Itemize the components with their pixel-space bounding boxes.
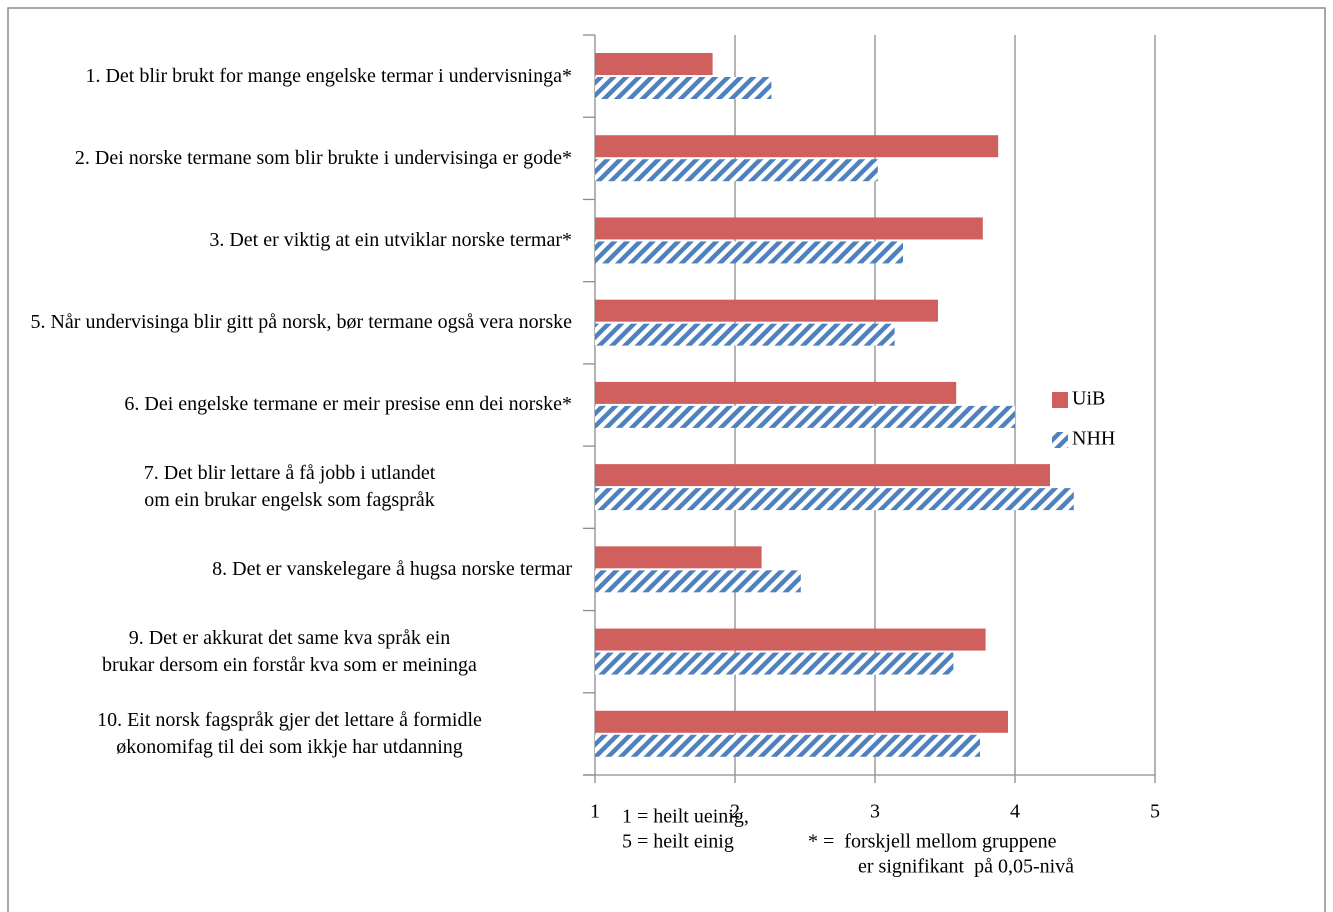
category-label: 9. Det er akkurat det same kva språk ein…	[102, 626, 477, 676]
bar	[595, 405, 1015, 428]
category-label-box: 9. Det er akkurat det same kva språk ein…	[7, 611, 572, 693]
bar	[595, 77, 772, 99]
bar	[595, 734, 980, 757]
frame	[7, 7, 1326, 912]
category-label-box: 5. Når undervisinga blir gitt på norsk, …	[30, 282, 572, 364]
category-label-box: 6. Dei engelske termane er meir presise …	[124, 364, 572, 446]
bar	[595, 710, 1008, 733]
x-tick-label: 2	[730, 801, 740, 823]
legend-label: UiB	[1072, 388, 1105, 410]
bar	[595, 135, 999, 158]
category-label: 5. Når undervisinga blir gitt på norsk, …	[30, 311, 572, 334]
category-label-box: 7. Det blir lettare å få jobb i utlandet…	[7, 446, 572, 528]
bar	[595, 570, 801, 593]
category-label: 7. Det blir lettare å få jobb i utlandet…	[143, 462, 436, 512]
annotation: 1 = heilt ueinig,	[622, 806, 749, 828]
category-label: 8. Det er vanskelegare å hugsa norske te…	[212, 557, 572, 580]
annotation: 5 = heilt einig	[622, 831, 734, 853]
x-tick-label: 5	[1150, 801, 1160, 823]
category-label: 2. Dei norske termane som blir brukte i …	[74, 146, 572, 169]
x-tick-label: 3	[870, 801, 880, 823]
bar	[595, 381, 957, 404]
category-label: 6. Dei engelske termane er meir presise …	[124, 393, 572, 416]
category-label: 3. Det er viktig at ein utviklar norske …	[209, 228, 572, 251]
x-tick-label: 1	[590, 801, 600, 823]
category-label: 10. Eit norsk fagspråk gjer det lettare …	[97, 708, 482, 758]
bar	[595, 464, 1050, 487]
bar	[595, 652, 954, 675]
x-tick-label: 4	[1010, 801, 1020, 823]
annotation: er signifikant på 0,05-nivå	[858, 856, 1074, 878]
category-label-box: 2. Dei norske termane som blir brukte i …	[75, 117, 572, 199]
bar	[595, 488, 1074, 511]
category-label-box: 1. Det blir brukt for mange engelske ter…	[85, 35, 572, 117]
bar	[595, 546, 762, 569]
bar	[595, 217, 983, 240]
category-label-box: 10. Eit norsk fagspråk gjer det lettare …	[7, 693, 572, 775]
bar	[595, 159, 878, 182]
bar	[595, 323, 895, 346]
legend-label: NHH	[1072, 428, 1115, 450]
category-label-box: 8. Det er vanskelegare å hugsa norske te…	[212, 528, 572, 610]
category-label: 1. Det blir brukt for mange engelske ter…	[85, 64, 572, 87]
legend-swatch	[1052, 392, 1068, 408]
bar	[595, 241, 903, 264]
annotation: * = forskjell mellom gruppene	[808, 831, 1057, 853]
bar	[595, 53, 713, 75]
bar	[595, 628, 986, 651]
bar	[595, 299, 938, 322]
category-label-box: 3. Det er viktig at ein utviklar norske …	[209, 199, 572, 281]
legend-swatch	[1052, 432, 1068, 448]
